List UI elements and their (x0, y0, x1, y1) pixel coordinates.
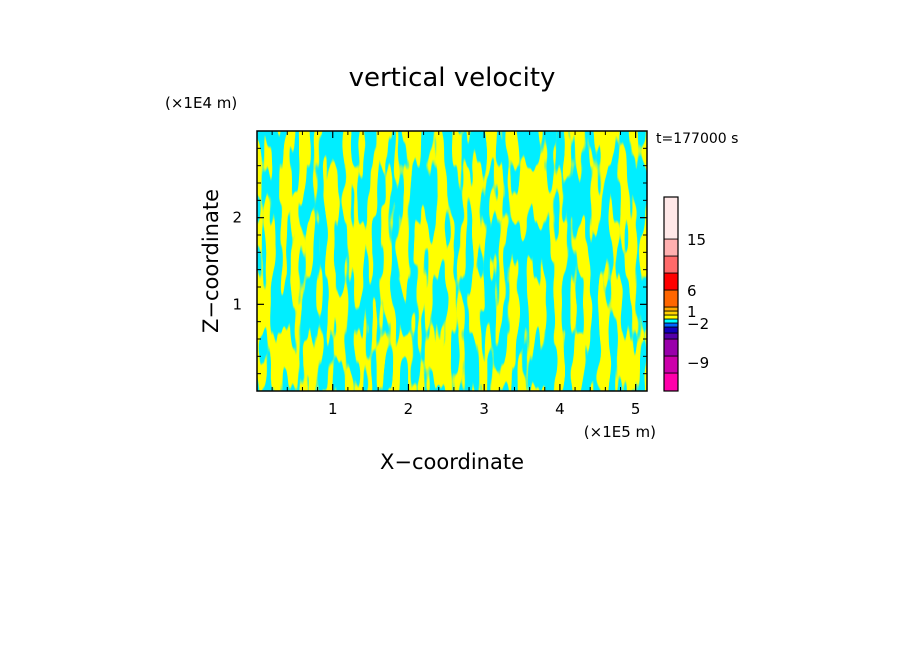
x-tick-label: 5 (631, 400, 641, 418)
y-tick-label: 2 (232, 209, 242, 227)
colorbar-band (663, 326, 679, 334)
y-unit-label: (×1E4 m) (165, 94, 237, 112)
colorbar-band (663, 238, 679, 257)
time-label: t=177000 s (656, 131, 738, 147)
colorbar-band (663, 314, 679, 320)
colorbar-band (663, 372, 679, 392)
colorbar-band (663, 338, 679, 357)
colorbar-band (663, 322, 679, 328)
y-axis-label: Z−coordinate (199, 189, 223, 333)
colorbar-frame (663, 196, 679, 392)
colorbar-band (663, 272, 679, 291)
colorbar-label: 15 (687, 231, 706, 249)
updraft-region (257, 131, 647, 391)
colorbar-band (663, 196, 679, 240)
colorbar-band (663, 318, 679, 324)
colorbar-band (663, 289, 679, 308)
y-tick-label: 1 (232, 295, 242, 313)
colorbar: −9 −21 6 15 (663, 196, 709, 392)
velocity-field (257, 131, 647, 391)
colorbar-band (663, 332, 679, 340)
colorbar-label: −2 (687, 315, 709, 333)
x-tick-label: 3 (479, 400, 489, 418)
axes: 1 2 3 4 5 1 2 (232, 131, 647, 418)
chart-title: vertical velocity (349, 63, 556, 93)
colorbar-label: 6 (687, 282, 697, 300)
colorbar-band (663, 306, 679, 312)
colorbar-label: −9 (687, 354, 709, 372)
colorbar-band (663, 310, 679, 316)
x-unit-label: (×1E5 m) (584, 423, 656, 441)
x-tick-label: 1 (328, 400, 338, 418)
colorbar-band (663, 255, 679, 274)
plot-frame (256, 130, 648, 392)
x-axis-label: X−coordinate (380, 450, 524, 474)
x-tick-label: 4 (555, 400, 565, 418)
colorbar-band (663, 355, 679, 374)
colorbar-label: 1 (687, 303, 697, 321)
x-tick-label: 2 (404, 400, 414, 418)
